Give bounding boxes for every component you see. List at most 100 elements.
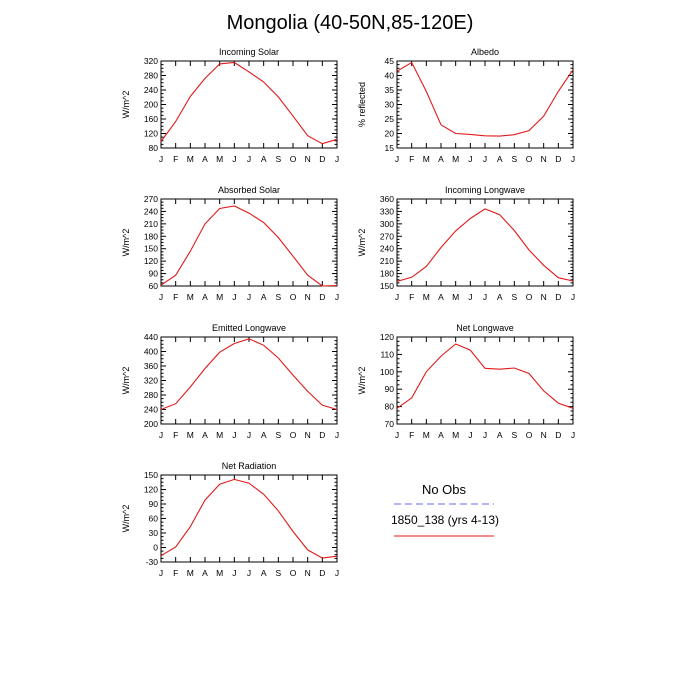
y-axis-label-incoming-longwave: W/m^2 — [357, 229, 367, 257]
x-tick-label: F — [173, 154, 178, 164]
x-tick-label: O — [526, 430, 533, 440]
y-tick-label: 120 — [144, 256, 158, 266]
panel-title-incoming-solar: Incoming Solar — [219, 47, 279, 57]
x-tick-label: F — [173, 430, 178, 440]
series-line-absorbed-solar — [160, 205, 338, 287]
y-tick-label: 300 — [380, 219, 394, 229]
x-tick-label: N — [541, 430, 547, 440]
y-tick-label: 80 — [149, 143, 159, 153]
y-tick-label: 360 — [380, 194, 394, 204]
series-line-net-longwave — [396, 343, 574, 409]
x-tick-label: J — [395, 430, 399, 440]
y-tick-label: 240 — [144, 206, 158, 216]
y-tick-label: 280 — [144, 390, 158, 400]
x-tick-label: J — [571, 430, 575, 440]
panel-incoming-longwave: Incoming Longwave W/m^2 150 180 210 240 270 300… — [357, 185, 575, 302]
panel-title-incoming-longwave: Incoming Longwave — [445, 185, 525, 195]
x-tick-label: M — [187, 292, 194, 302]
y-tick-label: 210 — [380, 256, 394, 266]
x-tick-label: A — [438, 430, 444, 440]
panel-emitted-longwave: Emitted Longwave W/m^2 200 240 280 320 360 400 4… — [121, 323, 339, 440]
x-tick-label: A — [261, 292, 267, 302]
x-tick-label: O — [290, 292, 297, 302]
x-tick-label: A — [202, 154, 208, 164]
y-tick-label: 150 — [144, 244, 158, 254]
plot-frame-incoming-longwave — [396, 198, 574, 287]
plot-frame-albedo — [396, 60, 574, 149]
y-tick-label: 150 — [144, 470, 158, 480]
x-tick-label: M — [216, 154, 223, 164]
x-tick-label: J — [335, 154, 339, 164]
x-tick-label: J — [335, 292, 339, 302]
x-tick-label: A — [261, 154, 267, 164]
panel-incoming-solar: Incoming Solar W/m^2 80 120 160 200 240 280 320 J… — [121, 47, 339, 164]
x-tick-label: A — [497, 430, 503, 440]
y-tick-label: 270 — [144, 194, 158, 204]
y-tick-label: 80 — [385, 402, 395, 412]
x-tick-label: J — [483, 430, 487, 440]
plot-frame-incoming-solar — [160, 60, 338, 149]
y-tick-label: 180 — [144, 231, 158, 241]
x-tick-label: M — [216, 568, 223, 578]
x-tick-label: J — [159, 292, 163, 302]
y-tick-label: 180 — [380, 269, 394, 279]
plot-frame-net-radiation — [160, 474, 338, 563]
y-tick-label: 30 — [149, 528, 159, 538]
y-tick-label: 200 — [144, 419, 158, 429]
x-tick-label: D — [555, 292, 561, 302]
y-tick-label: 330 — [380, 206, 394, 216]
x-tick-label: A — [202, 292, 208, 302]
x-tick-label: J — [159, 568, 163, 578]
x-tick-label: J — [468, 154, 472, 164]
y-tick-label: 120 — [380, 332, 394, 342]
series-line-net-radiation — [160, 478, 338, 559]
y-tick-label: 90 — [149, 269, 159, 279]
x-tick-label: O — [526, 292, 533, 302]
x-tick-label: S — [511, 430, 517, 440]
x-tick-label: J — [571, 292, 575, 302]
y-tick-label: 240 — [144, 405, 158, 415]
x-tick-label: J — [159, 430, 163, 440]
x-tick-label: N — [305, 292, 311, 302]
x-tick-label: A — [202, 568, 208, 578]
y-tick-label: 320 — [144, 56, 158, 66]
x-tick-label: D — [319, 568, 325, 578]
x-tick-label: S — [275, 568, 281, 578]
x-tick-label: S — [275, 430, 281, 440]
y-tick-label: 110 — [380, 349, 394, 359]
y-tick-label: 40 — [385, 71, 395, 81]
y-tick-label: 35 — [385, 85, 395, 95]
x-tick-label: J — [232, 568, 236, 578]
x-tick-label: F — [173, 568, 178, 578]
x-tick-label: N — [541, 292, 547, 302]
y-tick-label: 100 — [380, 367, 394, 377]
legend-title: No Obs — [421, 482, 467, 497]
y-tick-label: 25 — [385, 114, 395, 124]
x-tick-label: J — [335, 568, 339, 578]
x-tick-label: J — [483, 154, 487, 164]
x-tick-label: F — [173, 292, 178, 302]
x-tick-label: J — [247, 568, 251, 578]
x-tick-label: M — [423, 430, 430, 440]
plot-frame-net-longwave — [396, 336, 574, 425]
y-tick-label: 320 — [144, 376, 158, 386]
series-line-incoming-longwave — [396, 208, 574, 282]
x-tick-label: J — [468, 292, 472, 302]
series-line-emitted-longwave — [160, 338, 338, 411]
x-tick-label: D — [555, 154, 561, 164]
x-tick-label: A — [202, 430, 208, 440]
y-tick-label: 120 — [144, 485, 158, 495]
x-tick-label: J — [335, 430, 339, 440]
y-tick-label: 150 — [380, 281, 394, 291]
x-tick-label: J — [232, 430, 236, 440]
x-tick-label: O — [526, 154, 533, 164]
y-tick-label: 30 — [385, 100, 395, 110]
y-tick-label: 400 — [144, 347, 158, 357]
x-tick-label: J — [232, 292, 236, 302]
x-tick-label: M — [216, 430, 223, 440]
plot-frame-emitted-longwave — [160, 336, 338, 425]
y-tick-label: 440 — [144, 332, 158, 342]
x-tick-label: N — [541, 154, 547, 164]
y-tick-label: 60 — [149, 281, 159, 291]
